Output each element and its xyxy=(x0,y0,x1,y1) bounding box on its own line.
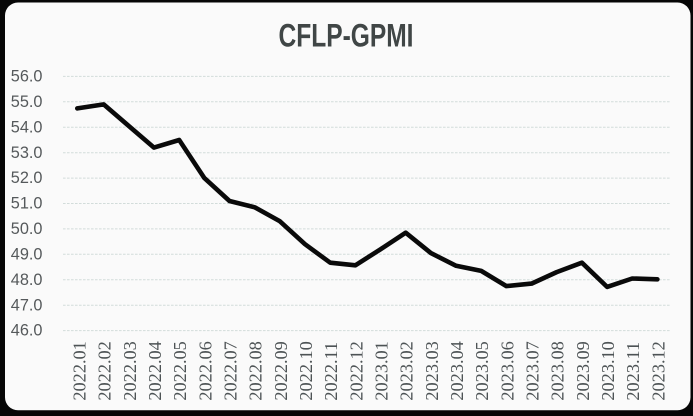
svg-text:CFLP-GPMI: CFLP-GPMI xyxy=(279,18,414,54)
svg-text:49.0: 49.0 xyxy=(11,245,43,263)
svg-text:2023.10: 2023.10 xyxy=(598,341,618,400)
svg-text:2023.07: 2023.07 xyxy=(523,341,543,400)
svg-text:2022.08: 2022.08 xyxy=(246,341,266,400)
svg-text:2023.09: 2023.09 xyxy=(573,341,593,400)
svg-text:51.0: 51.0 xyxy=(11,195,43,213)
svg-text:2023.08: 2023.08 xyxy=(548,341,568,400)
svg-text:54.0: 54.0 xyxy=(11,118,43,136)
svg-text:2022.02: 2022.02 xyxy=(95,341,115,400)
svg-text:2023.02: 2023.02 xyxy=(397,341,417,400)
svg-text:2022.11: 2022.11 xyxy=(321,342,341,401)
svg-text:2022.06: 2022.06 xyxy=(195,341,215,400)
svg-text:2023.01: 2023.01 xyxy=(372,341,392,400)
svg-text:2022.07: 2022.07 xyxy=(221,341,241,400)
svg-text:2022.12: 2022.12 xyxy=(346,341,366,400)
svg-text:46.0: 46.0 xyxy=(11,322,43,340)
svg-text:2023.05: 2023.05 xyxy=(472,341,492,400)
svg-text:53.0: 53.0 xyxy=(11,144,43,162)
svg-text:2022.05: 2022.05 xyxy=(170,341,190,400)
svg-text:2022.10: 2022.10 xyxy=(296,341,316,400)
svg-text:48.0: 48.0 xyxy=(11,271,43,289)
svg-text:2023.11: 2023.11 xyxy=(623,342,643,401)
svg-text:52.0: 52.0 xyxy=(11,169,43,187)
svg-text:2022.03: 2022.03 xyxy=(120,341,140,400)
svg-text:2023.12: 2023.12 xyxy=(648,341,668,400)
svg-text:2022.04: 2022.04 xyxy=(145,341,165,400)
svg-text:56.0: 56.0 xyxy=(11,68,43,86)
svg-text:2023.03: 2023.03 xyxy=(422,341,442,400)
svg-text:2023.04: 2023.04 xyxy=(447,341,467,400)
svg-text:2023.06: 2023.06 xyxy=(497,341,517,400)
svg-text:50.0: 50.0 xyxy=(11,220,43,238)
svg-text:47.0: 47.0 xyxy=(11,296,43,314)
svg-text:55.0: 55.0 xyxy=(11,93,43,111)
svg-text:2022.09: 2022.09 xyxy=(271,341,291,400)
svg-text:2022.01: 2022.01 xyxy=(70,341,90,400)
